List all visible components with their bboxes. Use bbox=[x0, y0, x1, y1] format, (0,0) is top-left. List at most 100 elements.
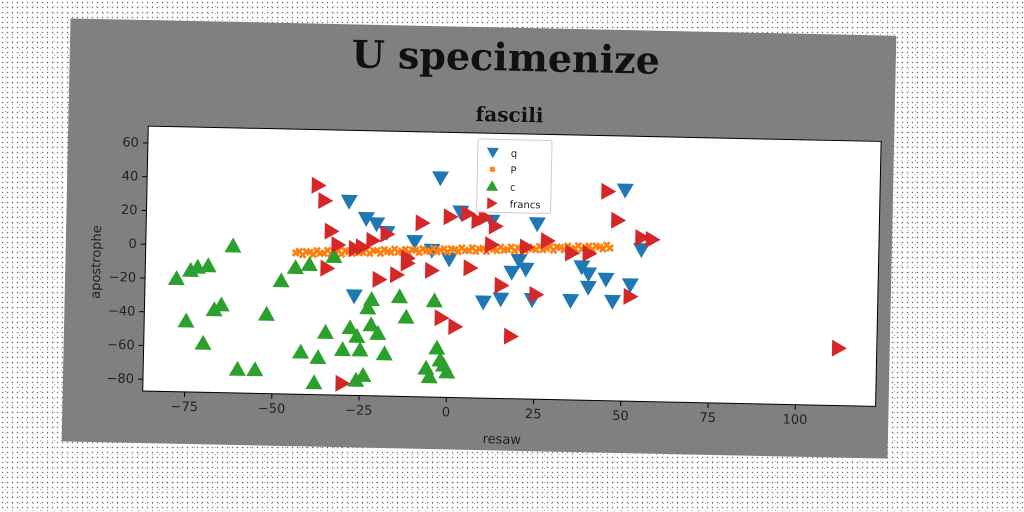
point-q bbox=[604, 294, 622, 310]
point-francs bbox=[635, 229, 651, 247]
point-P-stroke bbox=[440, 244, 449, 253]
point-c bbox=[194, 334, 212, 350]
legend-marker-q bbox=[486, 147, 499, 159]
y-tick-label: −60 bbox=[107, 338, 135, 354]
series-P bbox=[291, 241, 615, 259]
point-c bbox=[341, 319, 359, 335]
point-q bbox=[440, 252, 458, 268]
point-c bbox=[438, 363, 456, 379]
point-francs bbox=[424, 261, 441, 279]
point-c bbox=[369, 324, 387, 341]
point-q bbox=[340, 194, 358, 210]
legend-label-q: q bbox=[511, 149, 518, 160]
point-P-stroke bbox=[468, 243, 477, 252]
point-c bbox=[224, 237, 242, 253]
point-francs bbox=[372, 270, 388, 288]
point-P-stroke bbox=[295, 247, 304, 256]
point-P-stroke bbox=[489, 245, 498, 254]
point-q bbox=[357, 211, 375, 227]
y-tick-label: 0 bbox=[128, 237, 137, 252]
point-francs bbox=[494, 276, 510, 294]
point-c bbox=[316, 323, 334, 339]
point-francs bbox=[484, 236, 500, 254]
point-francs bbox=[318, 192, 334, 210]
legend-box bbox=[476, 138, 553, 214]
point-q bbox=[510, 253, 528, 269]
point-P-stroke bbox=[546, 242, 555, 251]
point-francs bbox=[463, 259, 479, 277]
point-c bbox=[292, 343, 310, 359]
point-francs bbox=[540, 232, 556, 250]
point-c bbox=[177, 312, 195, 328]
point-francs bbox=[355, 238, 371, 256]
point-c bbox=[305, 374, 323, 390]
point-c bbox=[333, 341, 351, 357]
point-c bbox=[228, 360, 246, 376]
point-c bbox=[272, 272, 290, 288]
point-francs bbox=[335, 374, 351, 392]
point-francs bbox=[601, 182, 617, 200]
point-P-stroke bbox=[429, 244, 438, 253]
point-q bbox=[474, 295, 492, 311]
point-P-stroke bbox=[602, 241, 611, 250]
point-francs bbox=[415, 214, 431, 232]
legend: qPc francs bbox=[476, 138, 553, 214]
point-P-stroke bbox=[457, 244, 466, 252]
point-P-stroke bbox=[496, 243, 505, 251]
point-francs bbox=[331, 236, 347, 254]
y-tick-label: 20 bbox=[121, 203, 138, 218]
point-francs bbox=[324, 222, 340, 240]
point-q bbox=[562, 293, 580, 309]
point-P bbox=[606, 244, 615, 252]
point-francs bbox=[366, 231, 382, 249]
point-c bbox=[359, 299, 377, 315]
point-c bbox=[420, 368, 438, 384]
point-francs bbox=[582, 244, 598, 262]
series-francs bbox=[311, 176, 847, 392]
x-tick-label: 50 bbox=[612, 409, 629, 424]
point-francs bbox=[488, 217, 504, 235]
point-P-stroke bbox=[373, 246, 381, 255]
x-tick-label: 100 bbox=[782, 412, 807, 428]
legend-marker-c bbox=[485, 180, 498, 191]
point-q bbox=[580, 267, 598, 283]
point-c bbox=[397, 308, 415, 324]
point-francs bbox=[564, 244, 581, 262]
point-francs bbox=[434, 309, 450, 327]
x-tick-label: −50 bbox=[258, 401, 286, 417]
point-francs bbox=[400, 254, 416, 272]
legend-label-P: P bbox=[510, 166, 516, 177]
point-francs bbox=[311, 176, 327, 194]
y-axis-label: apostrophe bbox=[89, 225, 106, 299]
point-q bbox=[432, 171, 450, 187]
point-P-stroke bbox=[478, 244, 487, 253]
point-c bbox=[375, 345, 393, 361]
y-tick-label: 60 bbox=[122, 135, 139, 150]
axis-ticks: −75 −50 −25 0 25 50 75 100 60 40 20 0 −20 −40 −60 −80 bbox=[106, 135, 807, 428]
point-c bbox=[351, 341, 369, 357]
point-c bbox=[347, 371, 365, 387]
point-francs bbox=[519, 238, 535, 256]
point-q bbox=[406, 234, 424, 250]
point-c bbox=[348, 327, 366, 343]
point-francs bbox=[623, 287, 639, 305]
point-q bbox=[503, 265, 521, 281]
point-q bbox=[368, 217, 386, 233]
point-francs bbox=[320, 259, 336, 277]
point-c bbox=[362, 316, 380, 332]
point-P-stroke bbox=[323, 246, 332, 255]
point-c bbox=[325, 248, 343, 264]
point-c bbox=[257, 305, 275, 321]
legend-marker-francs bbox=[487, 197, 498, 210]
point-q bbox=[492, 292, 510, 308]
point-francs bbox=[380, 225, 396, 243]
point-c bbox=[286, 259, 304, 275]
legend-label-c: c bbox=[510, 183, 516, 194]
point-P-stroke bbox=[574, 241, 583, 250]
y-tick-label: −40 bbox=[108, 304, 136, 320]
series-c bbox=[167, 237, 456, 390]
point-francs bbox=[645, 230, 661, 248]
x-tick-label: −75 bbox=[170, 400, 198, 416]
point-c bbox=[212, 296, 230, 312]
point-c bbox=[309, 349, 327, 365]
